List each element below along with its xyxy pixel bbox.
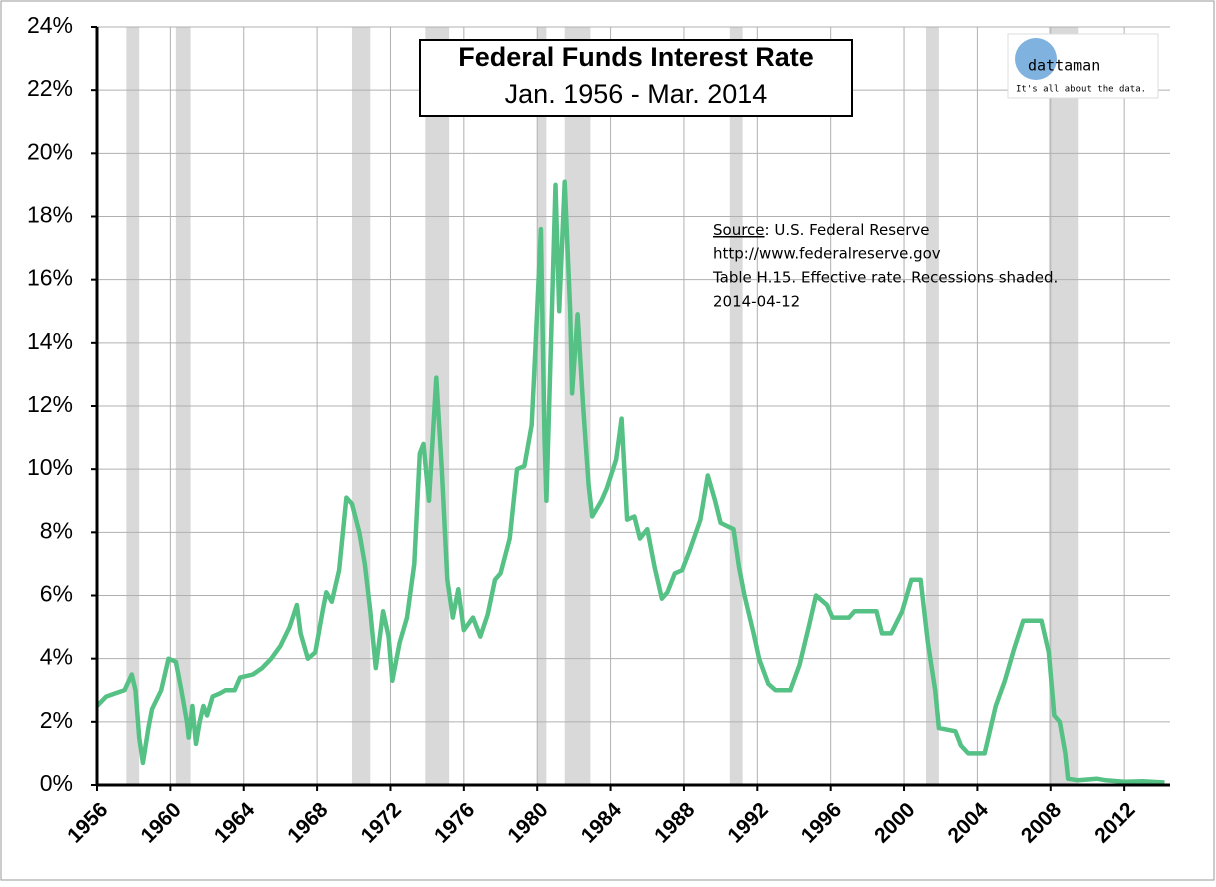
note: Table H.15. Effective rate. Recessions s… <box>712 269 1058 287</box>
logo: dattaman <box>1028 57 1100 75</box>
y-tick-label: 4% <box>40 644 73 670</box>
y-tick-label: 24% <box>27 12 73 38</box>
chart-subtitle: Jan. 1956 - Mar. 2014 <box>505 79 768 109</box>
y-tick-label: 10% <box>27 454 73 480</box>
chart-title: Federal Funds Interest Rate <box>458 42 814 72</box>
source: : U.S. Federal Reserve <box>765 221 930 239</box>
source-url: http://www.federalreserve.gov <box>713 245 941 263</box>
tagline: It's all about the data. <box>1016 85 1146 95</box>
y-tick-label: 22% <box>27 75 73 101</box>
y-tick-label: 2% <box>40 707 73 733</box>
title-box <box>419 39 853 117</box>
y-tick-label: 16% <box>27 265 73 291</box>
y-tick-label: 20% <box>27 138 73 164</box>
source-line: Source: U.S. Federal Reserve <box>713 221 930 239</box>
date: 2014-04-12 <box>713 293 800 311</box>
y-tick-label: 18% <box>27 202 73 228</box>
logo-circle <box>1015 38 1057 80</box>
rate-line <box>95 179 1165 785</box>
y-tick-label: 14% <box>27 328 73 354</box>
y-tick-label: 12% <box>27 391 73 417</box>
y-tick-label: 8% <box>40 517 73 543</box>
source-label: Source <box>713 221 765 239</box>
y-tick-label: 0% <box>40 770 73 796</box>
y-tick-label: 6% <box>40 581 73 607</box>
